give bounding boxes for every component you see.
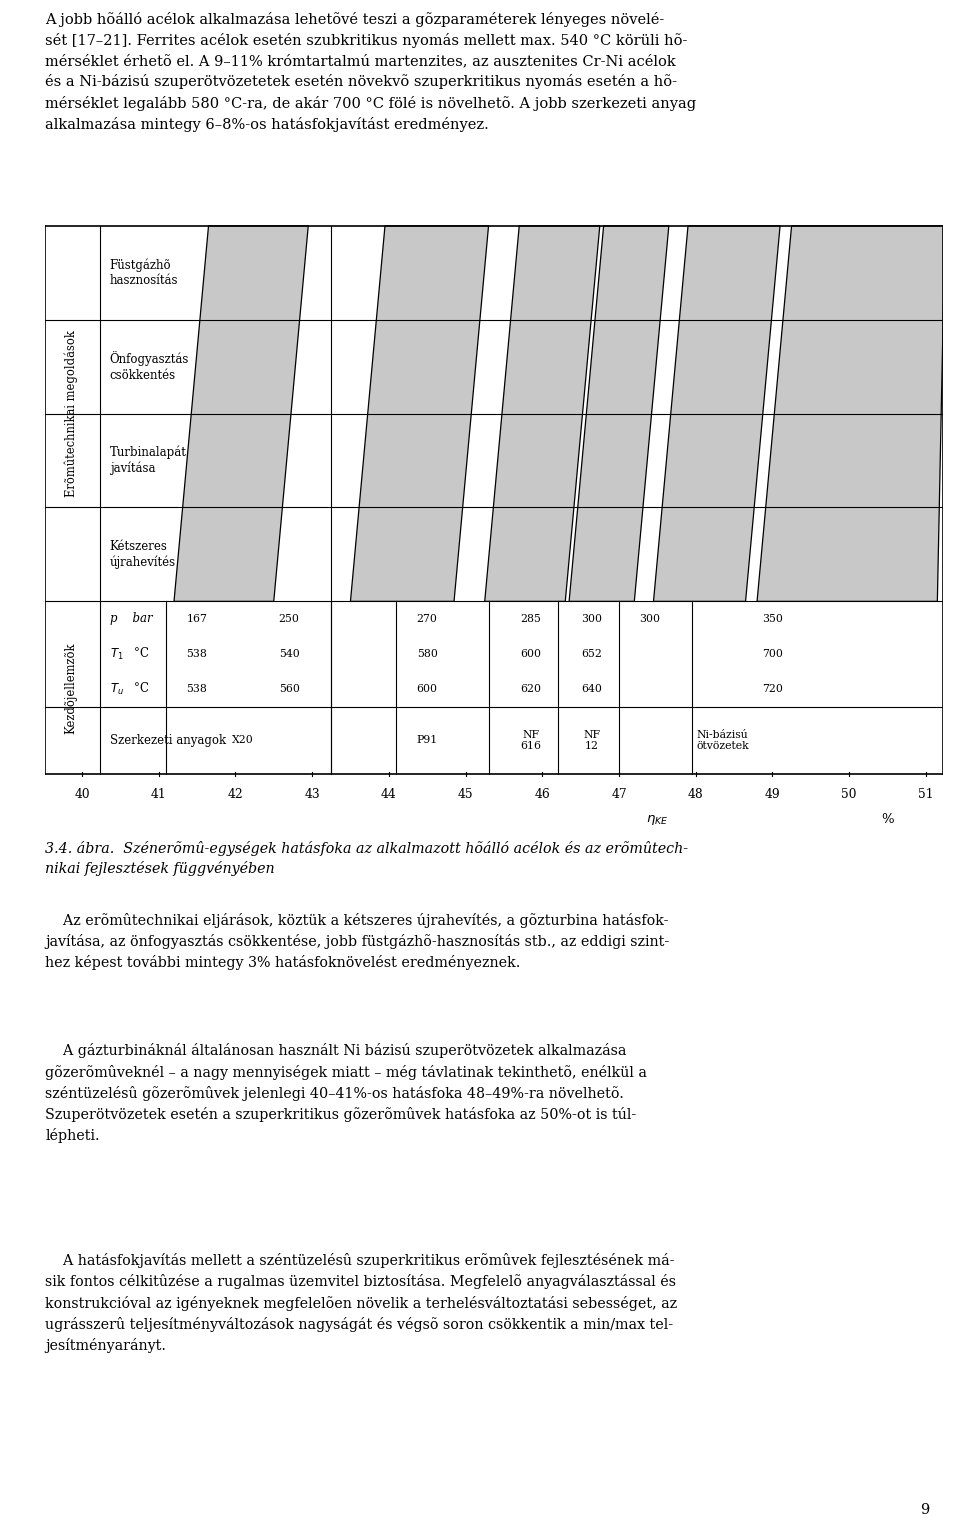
- Text: 720: 720: [762, 684, 782, 694]
- Text: 538: 538: [186, 649, 207, 659]
- Text: 41: 41: [151, 788, 166, 800]
- Text: A hatásfokjavítás mellett a széntüzelésû szuperkritikus erõmûvek fejlesztésének : A hatásfokjavítás mellett a széntüzelésû…: [45, 1253, 677, 1354]
- Text: NF
12: NF 12: [584, 730, 601, 751]
- Polygon shape: [569, 225, 669, 601]
- Text: $T_1$   °C: $T_1$ °C: [109, 646, 150, 662]
- Text: 49: 49: [764, 788, 780, 800]
- Text: 300: 300: [639, 614, 660, 624]
- Text: 51: 51: [918, 788, 933, 800]
- Text: 3.4. ábra.  Szénerõmû-egységek hatásfoka az alkalmazott hõálló acélok és az erõm: 3.4. ábra. Szénerõmû-egységek hatásfoka …: [45, 841, 688, 876]
- Text: 48: 48: [687, 788, 704, 800]
- Text: Önfogyasztás
csökkentés: Önfogyasztás csökkentés: [109, 351, 189, 382]
- Text: 350: 350: [762, 614, 782, 624]
- Text: P91: P91: [417, 735, 438, 745]
- Text: 42: 42: [228, 788, 243, 800]
- Text: 44: 44: [381, 788, 396, 800]
- Text: $\eta_{KE}$: $\eta_{KE}$: [646, 814, 668, 827]
- Polygon shape: [757, 225, 945, 601]
- Text: %: %: [881, 814, 894, 826]
- Text: X20: X20: [232, 735, 254, 745]
- Text: 45: 45: [458, 788, 473, 800]
- Text: 250: 250: [278, 614, 300, 624]
- Polygon shape: [174, 225, 308, 601]
- Text: 580: 580: [417, 649, 438, 659]
- Text: 50: 50: [841, 788, 857, 800]
- Text: A jobb hõálló acélok alkalmazása lehetõvé teszi a gõzparaméterek lényeges növelé: A jobb hõálló acélok alkalmazása lehetõv…: [45, 12, 696, 132]
- Text: 285: 285: [520, 614, 541, 624]
- Polygon shape: [654, 225, 780, 601]
- Text: 540: 540: [278, 649, 300, 659]
- Text: 538: 538: [186, 684, 207, 694]
- Text: 40: 40: [74, 788, 89, 800]
- Text: 600: 600: [520, 649, 541, 659]
- Text: Füstgázhõ
hasznosítás: Füstgázhõ hasznosítás: [109, 259, 178, 287]
- Text: Turbinalapát
javítása: Turbinalapát javítása: [109, 446, 186, 476]
- Text: p    bar: p bar: [109, 613, 153, 625]
- Polygon shape: [485, 225, 600, 601]
- Text: 9: 9: [920, 1503, 929, 1516]
- Polygon shape: [350, 225, 489, 601]
- Text: Erõmûtechnikai megoldások: Erõmûtechnikai megoldások: [64, 330, 78, 497]
- Text: 300: 300: [582, 614, 603, 624]
- Text: Szerkezeti anyagok: Szerkezeti anyagok: [109, 733, 226, 747]
- Text: 620: 620: [520, 684, 541, 694]
- Text: Az erõmûtechnikai eljárások, köztük a kétszeres újrahevítés, a gõzturbina hatásf: Az erõmûtechnikai eljárások, köztük a ké…: [45, 913, 669, 970]
- Text: Kezdõjellemzõk: Kezdõjellemzõk: [64, 642, 78, 733]
- Text: 700: 700: [762, 649, 782, 659]
- Text: 167: 167: [186, 614, 207, 624]
- Text: NF
616: NF 616: [520, 730, 541, 751]
- Text: 560: 560: [278, 684, 300, 694]
- Text: Ni-bázisú
ötvözetek: Ni-bázisú ötvözetek: [696, 730, 749, 751]
- Text: A gázturbináknál általánosan használt Ni bázisú szuperötvözetek alkalmazása
gõze: A gázturbináknál általánosan használt Ni…: [45, 1043, 647, 1144]
- Text: Kétszeres
újrahevítés: Kétszeres újrahevítés: [109, 540, 176, 569]
- Text: 640: 640: [582, 684, 603, 694]
- Text: $T_u$   °C: $T_u$ °C: [109, 681, 150, 697]
- Text: 43: 43: [304, 788, 320, 800]
- Text: 652: 652: [582, 649, 603, 659]
- Text: 46: 46: [535, 788, 550, 800]
- Text: 47: 47: [612, 788, 627, 800]
- Text: 600: 600: [417, 684, 438, 694]
- Text: 270: 270: [417, 614, 438, 624]
